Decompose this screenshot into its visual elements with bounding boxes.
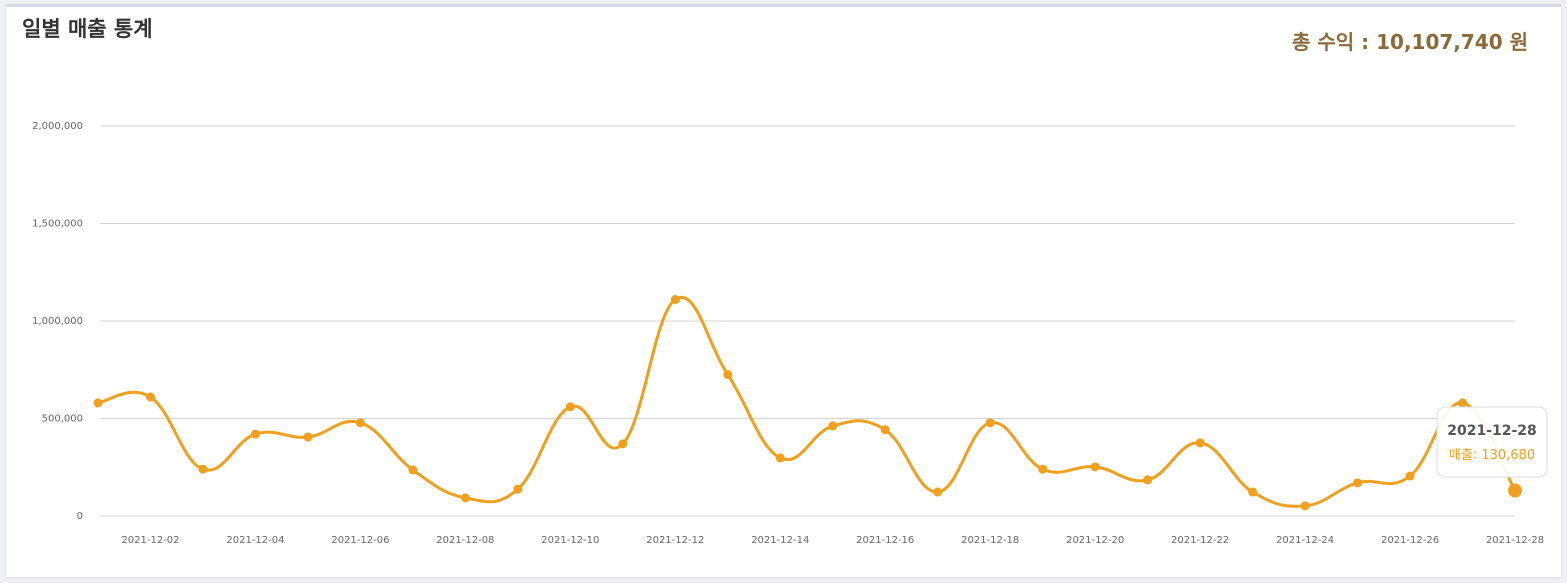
- chart-title: 일별 매출 통계: [22, 17, 153, 41]
- tooltip-date: 2021-12-28: [1447, 423, 1537, 439]
- tooltip: 2021-12-28 매출: 130,680: [1436, 406, 1548, 478]
- x-tick-label: 2021-12-08: [436, 535, 494, 546]
- y-tick-label: 1,000,000: [32, 316, 83, 327]
- point: [1508, 483, 1522, 498]
- point: [303, 432, 313, 442]
- point: [670, 295, 680, 305]
- point: [1353, 478, 1363, 488]
- x-tick-label: 2021-12-02: [121, 535, 179, 546]
- point: [880, 425, 890, 435]
- total-revenue: 총 수익 : 10,107,740 원: [1292, 30, 1528, 54]
- point: [1458, 398, 1468, 408]
- x-tick-label: 2021-12-14: [751, 535, 809, 546]
- tooltip-series: 매출: [1449, 448, 1473, 463]
- point: [985, 418, 995, 428]
- tooltip-value: 매출: 130,680: [1449, 448, 1535, 463]
- point: [93, 398, 103, 408]
- x-tick-label: 2021-12-20: [1066, 535, 1124, 546]
- point: [198, 464, 208, 474]
- tooltip-number: 130,680: [1481, 448, 1535, 463]
- point: [145, 392, 155, 402]
- x-tick-label: 2021-12-04: [226, 535, 284, 546]
- point: [1090, 462, 1100, 472]
- point: [565, 402, 575, 412]
- point: [723, 370, 733, 380]
- point: [1038, 464, 1048, 474]
- point: [933, 487, 943, 497]
- point: [408, 465, 418, 475]
- point: [1300, 501, 1310, 511]
- y-tick-label: 500,000: [42, 414, 83, 425]
- x-tick-label: 2021-12-12: [646, 535, 704, 546]
- y-tick-label: 1,500,000: [32, 219, 83, 230]
- point: [513, 484, 523, 494]
- x-tick-label: 2021-12-22: [1171, 535, 1229, 546]
- total-label: 총 수익 :: [1292, 30, 1369, 54]
- tooltip-box: [1436, 406, 1548, 478]
- point: [828, 421, 838, 431]
- x-tick-label: 2021-12-18: [961, 535, 1019, 546]
- point: [1248, 487, 1258, 497]
- point: [1405, 471, 1415, 481]
- x-tick-label: 2021-12-24: [1276, 535, 1334, 546]
- x-tick-label: 2021-12-28: [1486, 535, 1544, 546]
- point: [618, 439, 628, 449]
- x-tick-label: 2021-12-10: [541, 535, 599, 546]
- point: [250, 429, 260, 439]
- point: [1143, 475, 1153, 485]
- point: [355, 418, 365, 428]
- x-tick-label: 2021-12-26: [1381, 535, 1439, 546]
- point: [460, 493, 470, 503]
- point: [1195, 438, 1205, 448]
- y-tick-label: 0: [77, 511, 83, 522]
- y-tick-label: 2,000,000: [32, 121, 83, 132]
- card: [6, 4, 1561, 577]
- point: [775, 453, 785, 463]
- total-value: 10,107,740 원: [1376, 30, 1528, 54]
- x-tick-label: 2021-12-16: [856, 535, 914, 546]
- line: [97, 296, 1517, 508]
- x-tick-label: 2021-12-06: [331, 535, 389, 546]
